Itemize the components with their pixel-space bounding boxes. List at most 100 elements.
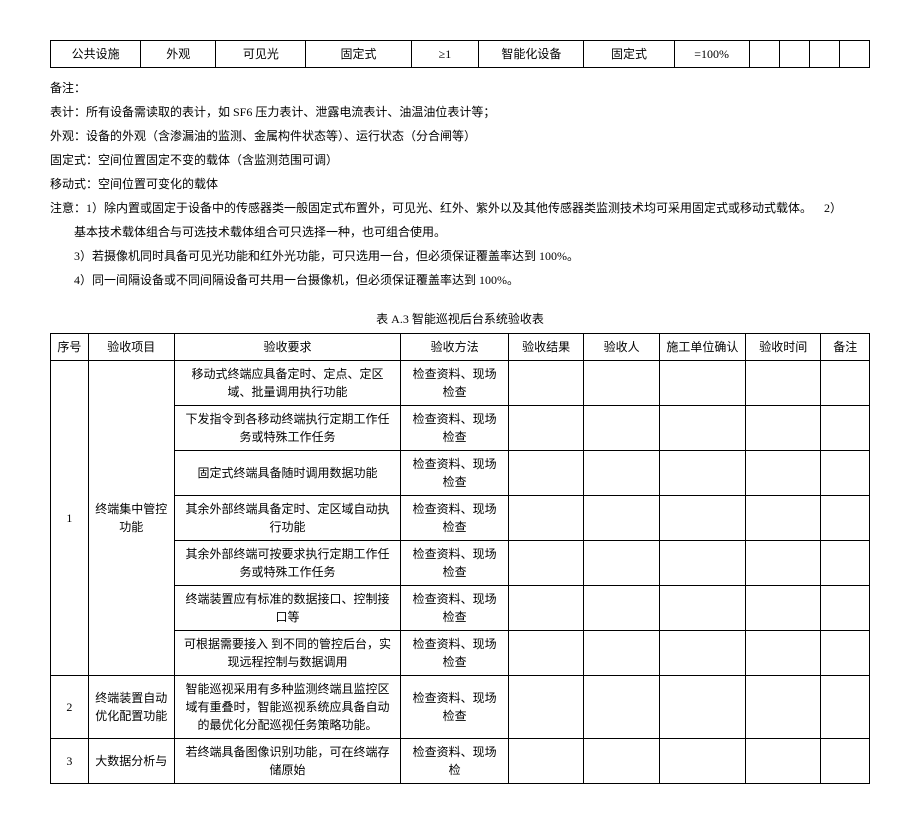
- cell-empty: [584, 676, 659, 739]
- table-row: 3大数据分析与若终端具备图像识别功能，可在终端存储原始检查资料、现场检: [51, 739, 870, 784]
- cell-empty: [659, 451, 745, 496]
- cell-empty: [584, 586, 659, 631]
- cell-empty: [508, 496, 583, 541]
- cell-empty: [508, 586, 583, 631]
- cell-empty: [659, 541, 745, 586]
- cell-empty: [659, 361, 745, 406]
- cell-empty: [821, 586, 870, 631]
- cell: [779, 41, 809, 68]
- cell-method: 检查资料、现场检查: [401, 406, 509, 451]
- note-line: 表计：所有设备需读取的表计，如 SF6 压力表计、泄露电流表计、油温油位表计等；: [50, 100, 870, 124]
- note-line: 移动式：空间位置可变化的载体: [50, 172, 870, 196]
- cell-empty: [659, 496, 745, 541]
- equipment-row-table: 公共设施 外观 可见光 固定式 ≥1 智能化设备 固定式 =100%: [50, 40, 870, 68]
- cell: [809, 41, 839, 68]
- cell-req: 其余外部终端具备定时、定区域自动执行功能: [174, 496, 400, 541]
- cell-empty: [584, 541, 659, 586]
- cell-empty: [508, 541, 583, 586]
- col-header: 验收方法: [401, 334, 509, 361]
- col-header: 验收人: [584, 334, 659, 361]
- cell-empty: [821, 676, 870, 739]
- cell-empty: [746, 586, 821, 631]
- cell-req: 智能巡视采用有多种监测终端且监控区域有重叠时，智能巡视系统应具备自动的最优化分配…: [174, 676, 400, 739]
- header-row: 序号 验收项目 验收要求 验收方法 验收结果 验收人 施工单位确认 验收时间 备…: [51, 334, 870, 361]
- note-line: 4）同一间隔设备或不同间隔设备可共用一台摄像机，但必须保证覆盖率达到 100%。: [50, 268, 870, 292]
- cell-empty: [746, 496, 821, 541]
- cell: 可见光: [216, 41, 306, 68]
- cell-empty: [821, 541, 870, 586]
- cell-empty: [746, 361, 821, 406]
- cell-req: 终端装置应有标准的数据接口、控制接口等: [174, 586, 400, 631]
- col-header: 验收项目: [88, 334, 174, 361]
- cell-method: 检查资料、现场检查: [401, 586, 509, 631]
- cell-empty: [746, 631, 821, 676]
- equipment-row: 公共设施 外观 可见光 固定式 ≥1 智能化设备 固定式 =100%: [51, 41, 870, 68]
- cell: 公共设施: [51, 41, 141, 68]
- cell-empty: [659, 586, 745, 631]
- col-header: 序号: [51, 334, 89, 361]
- cell-empty: [821, 496, 870, 541]
- cell: 固定式: [584, 41, 674, 68]
- notes-block: 备注： 表计：所有设备需读取的表计，如 SF6 压力表计、泄露电流表计、油温油位…: [50, 76, 870, 292]
- cell-req: 下发指令到各移动终端执行定期工作任务或特殊工作任务: [174, 406, 400, 451]
- cell-empty: [584, 739, 659, 784]
- cell-empty: [584, 496, 659, 541]
- cell-empty: [821, 361, 870, 406]
- table-row: 2终端装置自动优化配置功能智能巡视采用有多种监测终端且监控区域有重叠时，智能巡视…: [51, 676, 870, 739]
- cell-empty: [584, 451, 659, 496]
- note-line: 备注：: [50, 76, 870, 100]
- note-line: 固定式：空间位置固定不变的载体（含监测范围可调）: [50, 148, 870, 172]
- table-caption: 表 A.3 智能巡视后台系统验收表: [50, 310, 870, 327]
- cell-empty: [746, 541, 821, 586]
- note-line: 外观：设备的外观（含渗漏油的监测、金属构件状态等）、运行状态（分合闸等）: [50, 124, 870, 148]
- cell-empty: [584, 406, 659, 451]
- cell-empty: [584, 631, 659, 676]
- cell: 外观: [141, 41, 216, 68]
- cell-method: 检查资料、现场检查: [401, 361, 509, 406]
- note-line: 基本技术载体组合与可选技术载体组合可只选择一种，也可组合使用。: [50, 220, 870, 244]
- col-header: 验收结果: [508, 334, 583, 361]
- cell-empty: [746, 739, 821, 784]
- cell-empty: [746, 406, 821, 451]
- col-header: 验收要求: [174, 334, 400, 361]
- cell-method: 检查资料、现场检查: [401, 631, 509, 676]
- cell-empty: [821, 739, 870, 784]
- cell-no: 2: [51, 676, 89, 739]
- cell-empty: [508, 676, 583, 739]
- col-header: 验收时间: [746, 334, 821, 361]
- cell-empty: [508, 631, 583, 676]
- cell-method: 检查资料、现场检查: [401, 541, 509, 586]
- cell: 智能化设备: [479, 41, 584, 68]
- cell-empty: [508, 361, 583, 406]
- cell-empty: [508, 406, 583, 451]
- cell-method: 检查资料、现场检查: [401, 676, 509, 739]
- cell-method: 检查资料、现场检查: [401, 451, 509, 496]
- col-header: 施工单位确认: [659, 334, 745, 361]
- cell-empty: [508, 451, 583, 496]
- cell-empty: [659, 676, 745, 739]
- cell-no: 3: [51, 739, 89, 784]
- cell: [749, 41, 779, 68]
- acceptance-table: 序号 验收项目 验收要求 验收方法 验收结果 验收人 施工单位确认 验收时间 备…: [50, 333, 870, 784]
- cell-no: 1: [51, 361, 89, 676]
- cell-empty: [821, 406, 870, 451]
- cell-empty: [746, 451, 821, 496]
- cell-empty: [659, 631, 745, 676]
- cell-empty: [659, 739, 745, 784]
- cell-empty: [508, 739, 583, 784]
- cell-empty: [821, 451, 870, 496]
- cell: =100%: [674, 41, 749, 68]
- note-line: 注意：1）除内置或固定于设备中的传感器类一般固定式布置外，可见光、红外、紫外以及…: [50, 196, 870, 220]
- cell-req: 固定式终端具备随时调用数据功能: [174, 451, 400, 496]
- cell: [839, 41, 869, 68]
- cell: ≥1: [411, 41, 479, 68]
- cell-req: 其余外部终端可按要求执行定期工作任务或特殊工作任务: [174, 541, 400, 586]
- cell-empty: [659, 406, 745, 451]
- cell-req: 可根据需要接入 到不同的管控后台，实现远程控制与数据调用: [174, 631, 400, 676]
- cell-item: 终端装置自动优化配置功能: [88, 676, 174, 739]
- cell-method: 检查资料、现场检查: [401, 496, 509, 541]
- cell-empty: [746, 676, 821, 739]
- cell-empty: [821, 631, 870, 676]
- table-row: 1终端集中管控功能移动式终端应具备定时、定点、定区域、批量调用执行功能检查资料、…: [51, 361, 870, 406]
- cell-item: 终端集中管控功能: [88, 361, 174, 676]
